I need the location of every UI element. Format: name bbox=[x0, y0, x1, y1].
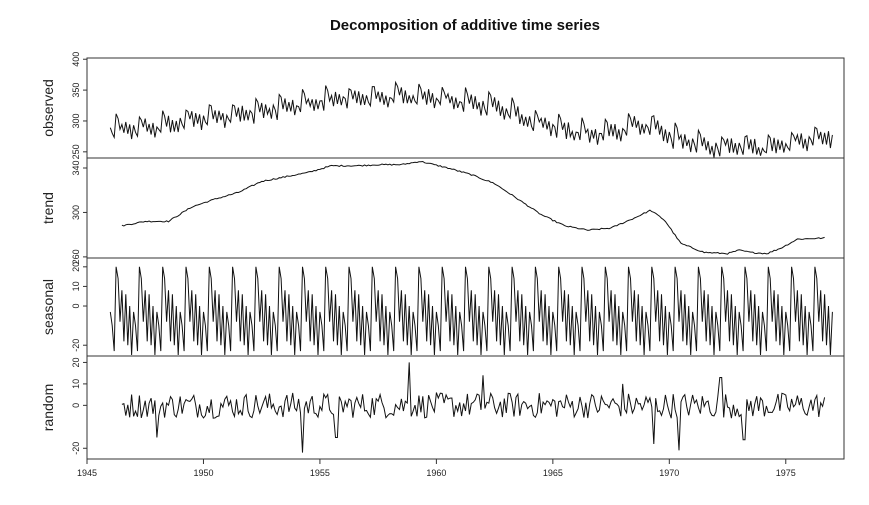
observed-series-line bbox=[109, 80, 833, 158]
seasonal-y-tick-label: 20 bbox=[71, 262, 81, 272]
trend-y-tick-label: 340 bbox=[71, 160, 81, 175]
x-tick-label: 1970 bbox=[659, 468, 679, 478]
trend-ylabel: trend bbox=[40, 192, 56, 224]
random-series-line bbox=[121, 362, 826, 453]
observed-y-tick-label: 300 bbox=[71, 113, 81, 128]
x-tick-label: 1965 bbox=[543, 468, 563, 478]
random-panel-frame bbox=[86, 355, 845, 460]
x-tick-label: 1945 bbox=[77, 468, 97, 478]
random-y-tick-label: 20 bbox=[71, 357, 81, 367]
seasonal-series-line bbox=[109, 266, 833, 356]
observed-y-tick-label: 350 bbox=[71, 83, 81, 98]
trend-y-tick-label: 260 bbox=[71, 249, 81, 264]
seasonal-y-tick-label: 10 bbox=[71, 281, 81, 291]
observed-ylabel: observed bbox=[40, 79, 56, 137]
chart-title: Decomposition of additive time series bbox=[329, 17, 601, 34]
observed-y-tick-label: 250 bbox=[71, 144, 81, 159]
x-tick-label: 1975 bbox=[776, 468, 796, 478]
x-tick-label: 1955 bbox=[310, 468, 330, 478]
random-ylabel: random bbox=[40, 384, 56, 431]
x-tick-label: 1960 bbox=[426, 468, 446, 478]
random-y-tick-label: -20 bbox=[71, 442, 81, 455]
trend-y-tick-label: 300 bbox=[71, 205, 81, 220]
seasonal-y-tick-label: 0 bbox=[71, 304, 81, 309]
observed-y-tick-label: 400 bbox=[71, 52, 81, 67]
random-y-tick-label: 10 bbox=[71, 379, 81, 389]
seasonal-y-tick-label: -20 bbox=[71, 339, 81, 352]
random-y-tick-label: 0 bbox=[71, 403, 81, 408]
trend-series-line bbox=[121, 160, 825, 255]
x-tick-label: 1950 bbox=[193, 468, 213, 478]
seasonal-ylabel: seasonal bbox=[40, 279, 56, 335]
